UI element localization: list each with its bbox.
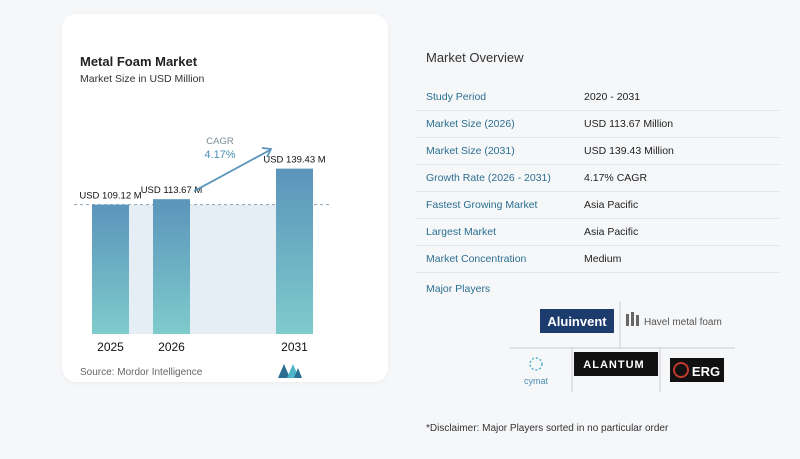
overview-row: Study Period 2020 - 2031	[416, 84, 780, 111]
bar-2025	[92, 204, 129, 334]
player-name: Havel metal foam	[644, 317, 722, 328]
x-tick-label: 2031	[281, 340, 308, 354]
overview-title: Market Overview	[426, 50, 524, 65]
bar-value-label: USD 139.43 M	[263, 155, 325, 166]
cagr-label: CAGR	[206, 136, 234, 147]
row-key: Study Period	[426, 91, 487, 103]
chart-title: Metal Foam Market	[80, 54, 198, 69]
row-key: Growth Rate (2026 - 2031)	[426, 172, 551, 184]
row-key: Market Size (2031)	[426, 145, 515, 157]
bar-value-label: USD 113.67 M	[141, 185, 203, 196]
bar-chart: USD 109.12 M 2025 USD 113.67 M 2026 USD 139.…	[74, 136, 330, 354]
shaded-region	[190, 204, 276, 334]
player-logo-erg: ERG	[670, 358, 724, 382]
row-value: USD 113.67 Million	[584, 118, 674, 130]
row-value: Asia Pacific	[584, 226, 639, 238]
overview-row: Market Size (2031) USD 139.43 Million	[416, 138, 780, 165]
overview-row: Largest Market Asia Pacific	[416, 219, 780, 246]
source-note: Source: Mordor Intelligence	[80, 367, 203, 378]
row-value: Medium	[584, 253, 622, 265]
row-key: Market Size (2026)	[426, 118, 515, 130]
x-tick-label: 2025	[97, 340, 124, 354]
player-logo-cymat: cymat	[524, 357, 549, 386]
player-name: cymat	[524, 376, 549, 386]
row-value: Asia Pacific	[584, 199, 639, 211]
cagr-value: 4.17%	[204, 149, 235, 161]
row-value: 2020 - 2031	[584, 91, 641, 103]
x-tick-label: 2026	[158, 340, 185, 354]
row-key: Largest Market	[426, 226, 497, 238]
mordor-logo-icon	[278, 364, 302, 378]
disclaimer: *Disclaimer: Major Players sorted in no …	[426, 423, 669, 434]
player-logo-havel: Havel metal foam	[626, 312, 722, 328]
row-key: Market Concentration	[426, 253, 527, 265]
overview-row: Market Concentration Medium	[416, 246, 780, 273]
bar-2026	[153, 199, 190, 334]
player-logo-alantum: ALANTUM	[574, 352, 658, 376]
shaded-region	[129, 204, 153, 334]
player-logo-aluinvent: Aluinvent	[540, 309, 614, 333]
row-key: Fastest Growing Market	[426, 199, 538, 211]
chart-subtitle: Market Size in USD Million	[80, 73, 205, 85]
row-value: 4.17% CAGR	[584, 172, 648, 184]
overview-row: Growth Rate (2026 - 2031) 4.17% CAGR	[416, 165, 780, 192]
bar-2031	[276, 168, 313, 334]
cagr-arrow	[193, 149, 271, 192]
overview-row: Market Size (2026) USD 113.67 Million	[416, 111, 780, 138]
cagr-arrowhead	[261, 147, 273, 158]
player-name: ERG	[692, 364, 720, 379]
players-logo-grid: Aluinvent Havel metal foam cymat ALANTUM…	[510, 302, 735, 392]
major-players-label: Major Players	[426, 283, 491, 295]
bar-value-label: USD 109.12 M	[79, 191, 141, 202]
player-name: ALANTUM	[583, 359, 644, 371]
player-name: Aluinvent	[547, 314, 607, 329]
overview-table: Study Period 2020 - 2031 Market Size (20…	[416, 84, 780, 273]
overview-row: Fastest Growing Market Asia Pacific	[416, 192, 780, 219]
row-value: USD 139.43 Million	[584, 145, 674, 157]
